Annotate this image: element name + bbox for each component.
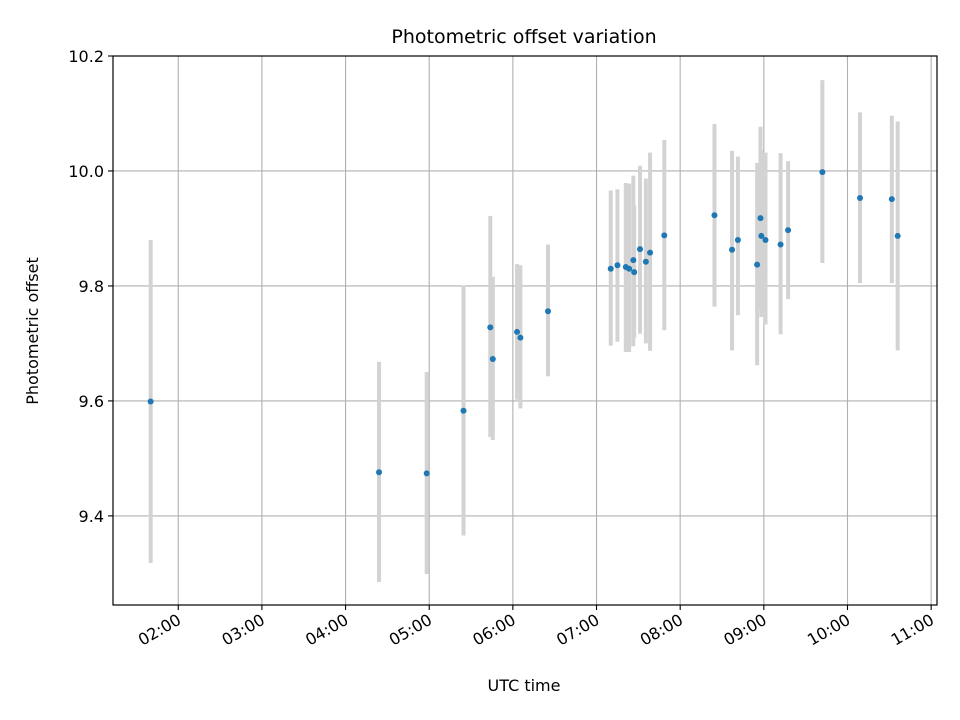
data-point <box>857 194 864 201</box>
x-axis-title: UTC time <box>488 676 561 695</box>
data-point <box>762 236 769 243</box>
data-point <box>757 215 764 222</box>
data-point <box>758 232 765 239</box>
data-point <box>487 324 494 331</box>
data-point <box>819 169 826 176</box>
data-point <box>734 236 741 243</box>
data-point <box>754 261 761 268</box>
data-points <box>147 169 901 477</box>
data-point <box>614 262 621 269</box>
chart-title: Photometric offset variation <box>391 26 656 48</box>
y-tick-label: 10.0 <box>68 162 104 181</box>
data-point <box>888 196 895 203</box>
y-tick-label: 9.8 <box>79 277 104 296</box>
y-axis-title: Photometric offset <box>23 257 42 405</box>
y-tick-label: 9.4 <box>79 507 104 526</box>
y-tick-label: 9.6 <box>79 392 104 411</box>
data-point <box>626 265 633 272</box>
data-point <box>517 334 524 341</box>
data-point <box>661 232 668 239</box>
data-point <box>489 355 496 362</box>
data-point <box>147 398 154 405</box>
data-point <box>637 246 644 253</box>
data-point <box>631 269 638 276</box>
data-point <box>423 470 430 477</box>
data-point <box>777 241 784 248</box>
data-point <box>642 258 649 265</box>
grid <box>113 55 937 605</box>
data-point <box>647 249 654 256</box>
data-point <box>630 257 637 264</box>
data-point <box>729 246 736 253</box>
data-point <box>711 212 718 219</box>
data-point <box>894 232 901 239</box>
plot-frame <box>112 55 938 606</box>
data-point <box>514 328 521 335</box>
y-tick-label: 10.2 <box>68 47 104 66</box>
data-point <box>460 407 467 414</box>
data-point <box>376 469 383 476</box>
data-point <box>785 227 792 234</box>
data-point <box>607 265 614 272</box>
data-point <box>545 308 552 315</box>
